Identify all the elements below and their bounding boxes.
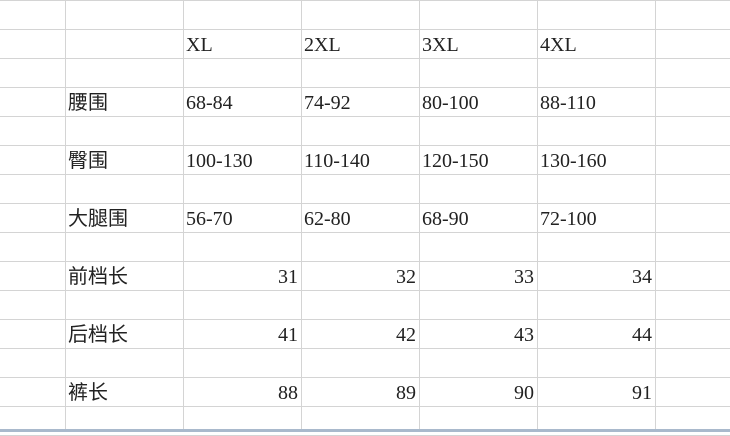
row-label-cell[interactable]: 前档长 (68, 266, 128, 288)
row-gridline (0, 174, 730, 175)
row-gridline (0, 290, 730, 291)
column-header-cell[interactable]: XL (186, 34, 213, 56)
data-cell[interactable]: 43 (514, 324, 534, 346)
column-gridline (301, 0, 302, 430)
data-cell[interactable]: 44 (632, 324, 652, 346)
data-cell[interactable]: 68-84 (186, 92, 233, 114)
row-gridline (0, 0, 730, 1)
row-gridline (0, 29, 730, 30)
row-gridline (0, 116, 730, 117)
column-header-cell[interactable]: 4XL (540, 34, 577, 56)
column-gridline (655, 0, 656, 430)
data-cell[interactable]: 41 (278, 324, 298, 346)
data-cell[interactable]: 89 (396, 382, 416, 404)
data-cell[interactable]: 31 (278, 266, 298, 288)
row-gridline (0, 319, 730, 320)
data-cell[interactable]: 88-110 (540, 92, 596, 114)
column-header-cell[interactable]: 3XL (422, 34, 459, 56)
data-cell[interactable]: 34 (632, 266, 652, 288)
data-cell[interactable]: 120-150 (422, 150, 489, 172)
row-gridline (0, 377, 730, 378)
row-gridline (0, 145, 730, 146)
row-gridline (0, 232, 730, 233)
row-label-cell[interactable]: 臀围 (68, 150, 108, 172)
data-cell[interactable]: 72-100 (540, 208, 597, 230)
data-cell[interactable]: 91 (632, 382, 652, 404)
data-cell[interactable]: 80-100 (422, 92, 479, 114)
row-label-cell[interactable]: 后档长 (68, 324, 128, 346)
row-label-cell[interactable]: 裤长 (68, 382, 108, 404)
row-label-cell[interactable]: 腰围 (68, 92, 108, 114)
row-label-cell[interactable]: 大腿围 (68, 208, 128, 230)
column-header-cell[interactable]: 2XL (304, 34, 341, 56)
data-cell[interactable]: 56-70 (186, 208, 233, 230)
data-cell[interactable]: 90 (514, 382, 534, 404)
row-gridline (0, 58, 730, 59)
data-cell[interactable]: 110-140 (304, 150, 370, 172)
column-gridline (183, 0, 184, 430)
column-gridline (65, 0, 66, 430)
data-cell[interactable]: 74-92 (304, 92, 351, 114)
window-bottom-edge (0, 429, 730, 432)
row-gridline (0, 406, 730, 407)
data-cell[interactable]: 68-90 (422, 208, 469, 230)
data-cell[interactable]: 42 (396, 324, 416, 346)
row-gridline (0, 261, 730, 262)
data-cell[interactable]: 33 (514, 266, 534, 288)
data-cell[interactable]: 88 (278, 382, 298, 404)
data-cell[interactable]: 100-130 (186, 150, 253, 172)
row-gridline (0, 348, 730, 349)
data-cell[interactable]: 62-80 (304, 208, 351, 230)
data-cell[interactable]: 32 (396, 266, 416, 288)
column-gridline (419, 0, 420, 430)
row-gridline (0, 203, 730, 204)
column-gridline (537, 0, 538, 430)
row-gridline (0, 87, 730, 88)
data-cell[interactable]: 130-160 (540, 150, 607, 172)
